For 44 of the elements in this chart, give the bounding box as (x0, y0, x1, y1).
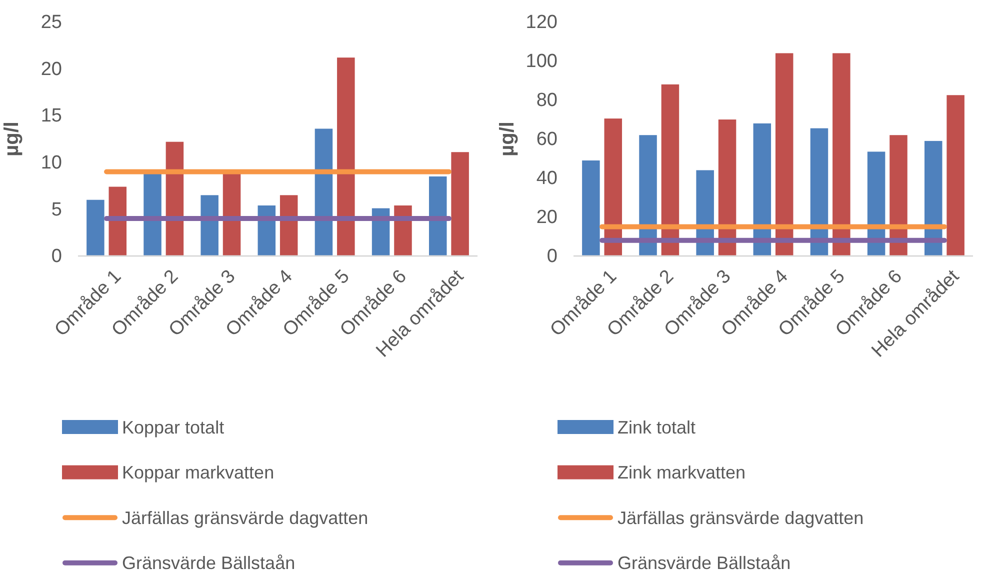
bar (200, 195, 218, 256)
y-tick-label: 20 (536, 207, 558, 228)
y-tick-label: 5 (51, 199, 62, 220)
legend-label: Järfällas gränsvärde dagvatten (122, 508, 368, 528)
bar (337, 58, 355, 256)
y-tick-label: 20 (40, 58, 62, 80)
bar (639, 135, 657, 256)
y-tick-label: 100 (526, 51, 558, 72)
legend-label: Koppar totalt (122, 417, 224, 438)
y-tick-label: 10 (40, 152, 62, 174)
y-tick-label: 60 (536, 129, 558, 150)
bar (314, 128, 333, 256)
bar (108, 186, 127, 256)
legend-label: Zink markvatten (618, 462, 746, 483)
legend-label: Zink totalt (618, 417, 696, 438)
bar (890, 135, 908, 256)
bar (775, 53, 794, 256)
bar (394, 205, 412, 256)
y-tick-label: 0 (546, 246, 558, 268)
bar (946, 95, 964, 256)
y-tick-label: 25 (40, 12, 62, 34)
legend-label: Gränsvärde Bällstaån (122, 553, 296, 574)
legend-label: Gränsvärde Bällstaån (618, 553, 791, 574)
bar (604, 118, 622, 256)
bar (718, 120, 736, 256)
bar (810, 128, 828, 256)
y-tick-label: 15 (40, 106, 62, 127)
bar (661, 84, 680, 256)
bar (280, 195, 298, 256)
legend-label: Koppar markvatten (122, 462, 274, 483)
bar (451, 152, 469, 256)
bar (86, 200, 104, 256)
legend-label: Järfällas gränsvärde dagvatten (618, 508, 864, 528)
y-axis-title: µg/l (1, 122, 23, 156)
y-tick-label: 40 (536, 168, 558, 190)
y-tick-label: 80 (536, 90, 558, 112)
bar (924, 140, 942, 256)
bar (582, 160, 600, 256)
bar (753, 123, 772, 256)
y-tick-label: 0 (51, 246, 62, 268)
y-axis-title: µg/l (496, 122, 518, 156)
bar (428, 176, 447, 256)
bar (832, 53, 850, 256)
y-tick-label: 120 (526, 12, 558, 34)
